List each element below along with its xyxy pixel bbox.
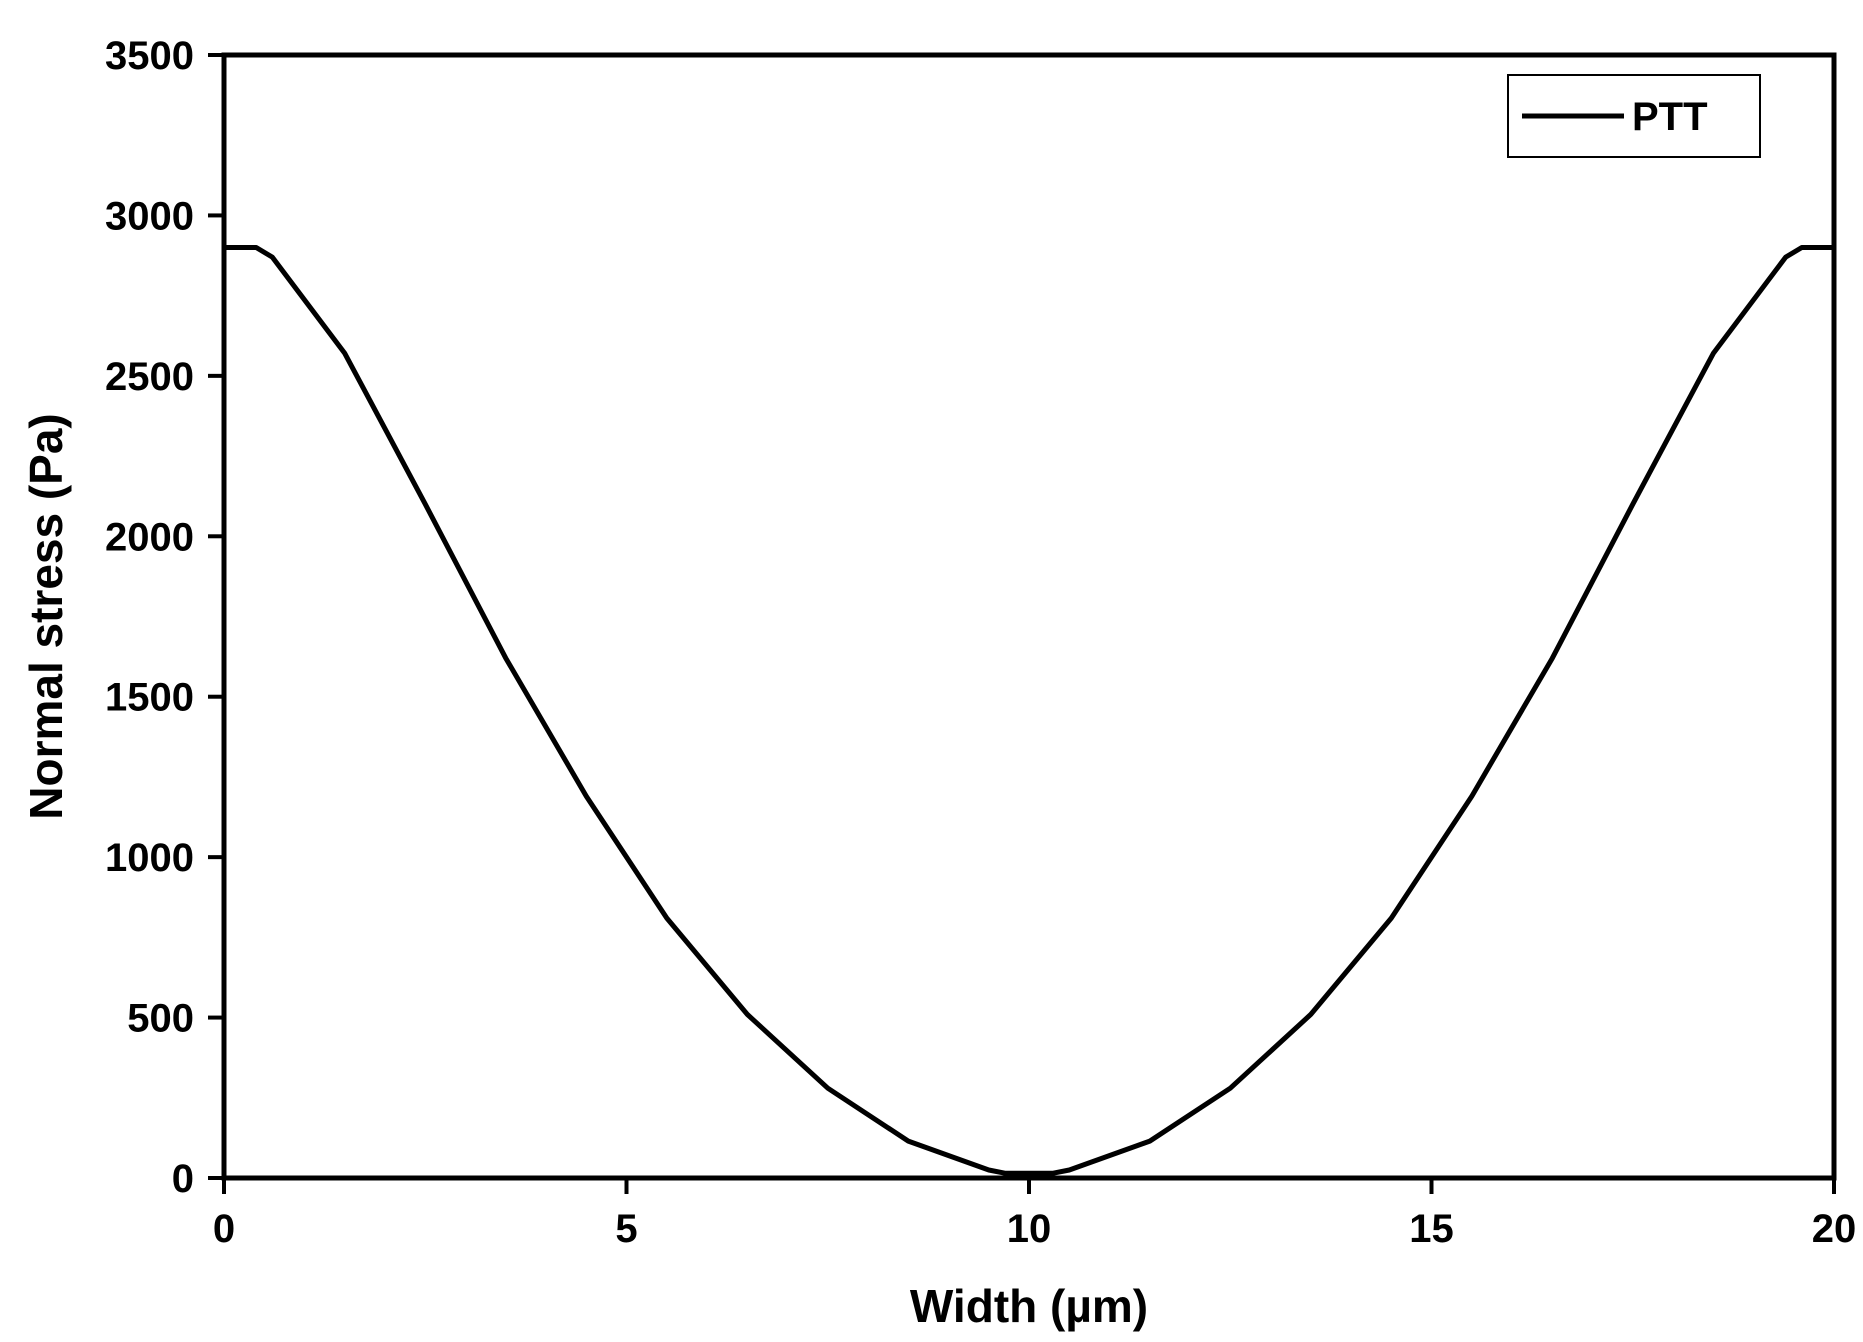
x-axis-title: Width (µm) (910, 1280, 1148, 1332)
x-tick-label: 5 (615, 1207, 637, 1251)
series-layer (221, 245, 1837, 1176)
y-tick-label: 1000 (105, 836, 194, 880)
plot-area-frame (221, 52, 1837, 1181)
y-tick-label: 500 (127, 997, 194, 1041)
x-tick-label: 15 (1409, 1207, 1454, 1251)
y-tick-label: 2500 (105, 355, 194, 399)
x-tick-label: 0 (213, 1207, 235, 1251)
x-axis-ticks: 0 5 10 15 20 (213, 1178, 1856, 1251)
y-tick-label: 1500 (105, 676, 194, 720)
legend: PTT (1507, 74, 1761, 158)
y-tick-label: 2000 (105, 515, 194, 559)
y-tick-label: 3000 (105, 194, 194, 238)
x-tick-label: 10 (1007, 1207, 1052, 1251)
y-axis-ticks: 0 500 1000 1500 2000 2500 3000 3500 (105, 34, 224, 1201)
x-tick-label: 20 (1812, 1207, 1857, 1251)
y-tick-label: 0 (172, 1157, 194, 1201)
y-axis-title: Normal stress (Pa) (20, 413, 72, 820)
legend-label-ptt: PTT (1632, 95, 1708, 139)
y-tick-label: 3500 (105, 34, 194, 78)
series-line-ptt (221, 245, 1837, 1176)
